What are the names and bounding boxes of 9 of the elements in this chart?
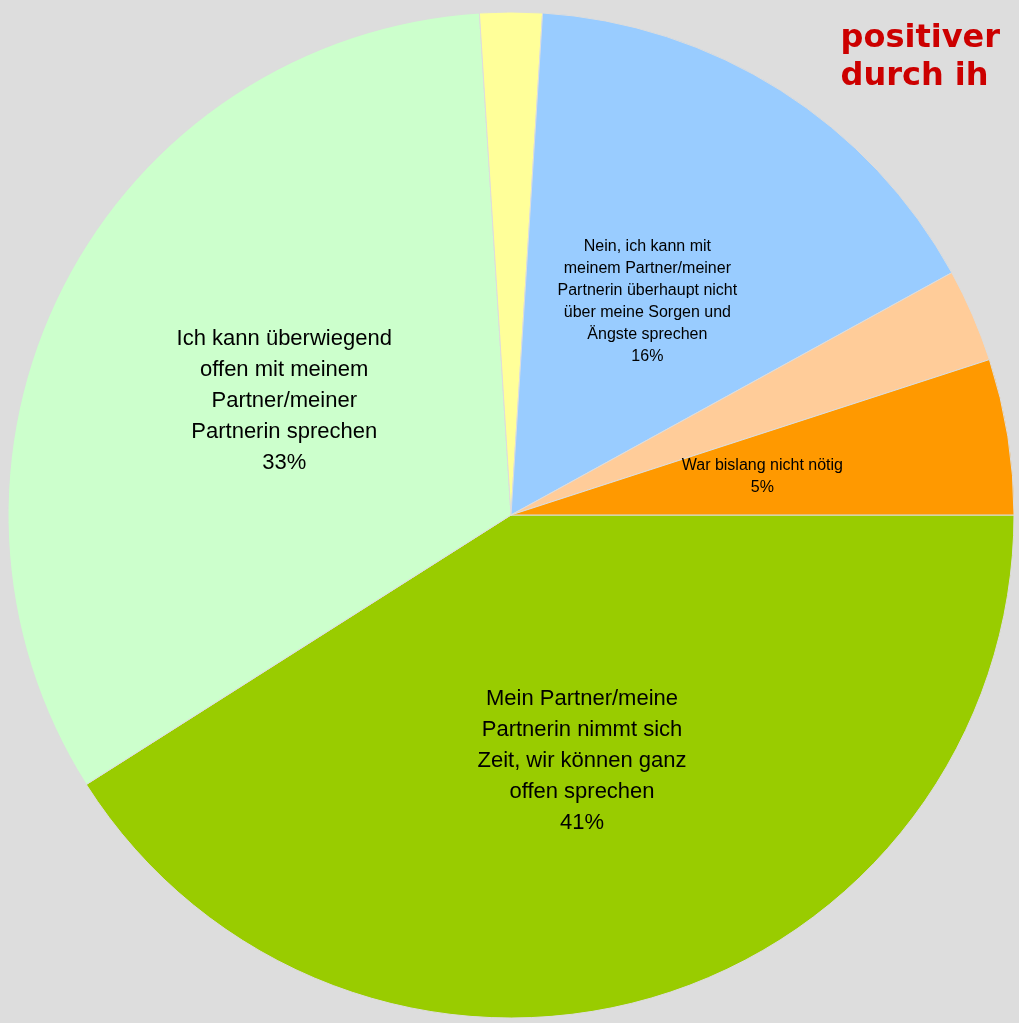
data-label: 33%	[262, 448, 307, 474]
text: positiver durch ih	[840, 17, 1001, 93]
data-label: 41%	[559, 808, 605, 834]
slice-label: Nein, ich kann mit meinem Partner/meiner Partnerin überhaupt nicht über meine Sorgen und Ängste sprechen	[557, 236, 738, 342]
slice-label: Mein Partner/meine Partnerin nimmt sich Zeit, wir können ganz offen sprechen	[477, 684, 687, 803]
slice-label: War bislang nicht nötig	[681, 455, 843, 473]
data-label: 16%	[631, 346, 664, 364]
data-label: 5%	[750, 477, 774, 495]
slice-label: Ich kann überwiegend offen mit meinem Partner/meiner Partnerin sprechen	[176, 324, 392, 443]
